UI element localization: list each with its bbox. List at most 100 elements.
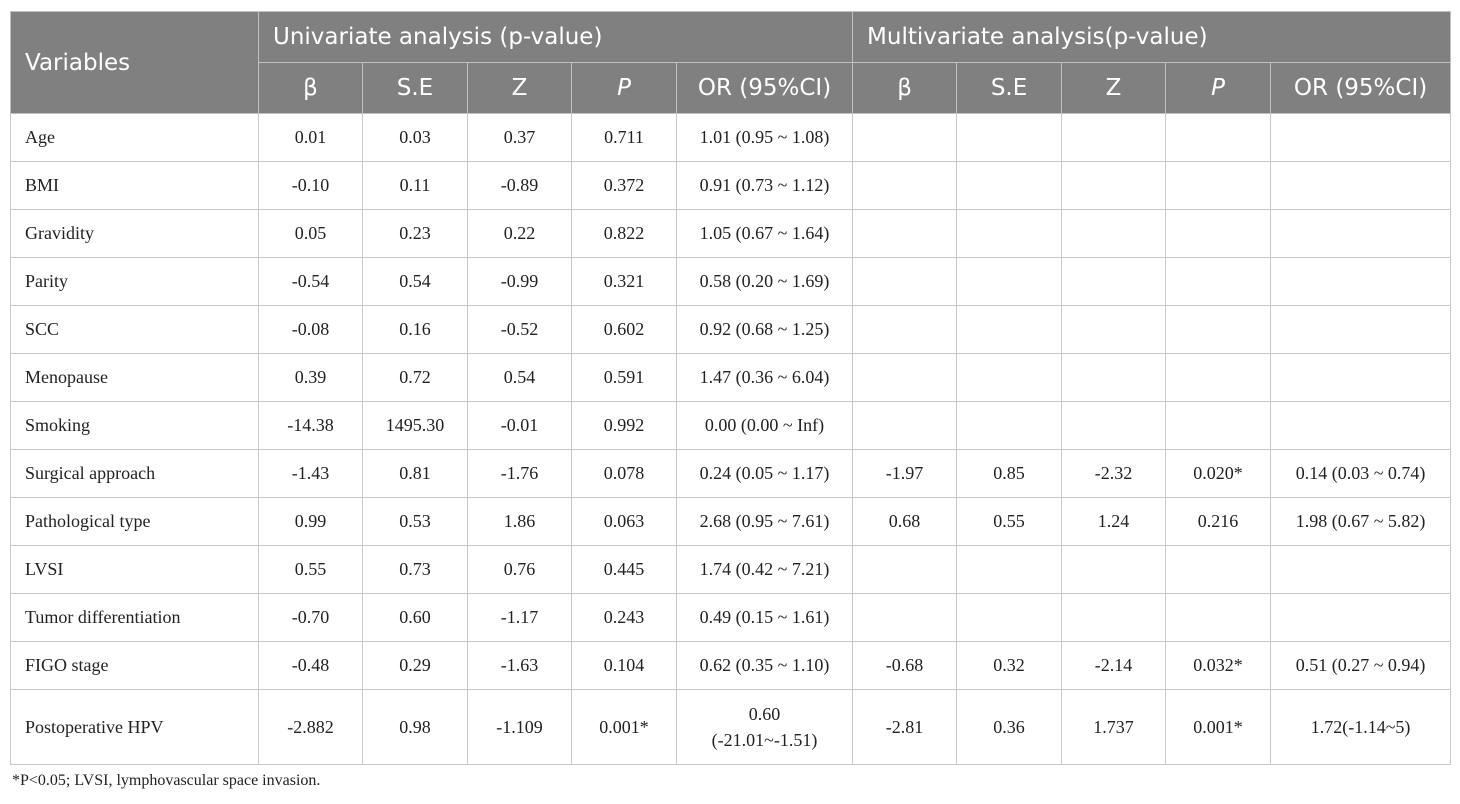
table-body: Age 0.01 0.03 0.37 0.711 1.01 (0.95 ~ 1.08) BM… <box>10 113 1452 765</box>
multivariate-cell: -2.32 <box>1061 449 1167 498</box>
univariate-cell: -0.08 <box>258 305 363 354</box>
variable-name-cell: BMI <box>10 161 259 210</box>
univariate-cell: 0.711 <box>571 113 677 162</box>
univariate-cell: -2.882 <box>258 689 363 765</box>
multivariate-cell: 1.737 <box>1061 689 1167 765</box>
footnote: *P<0.05; LVSI, lymphovascular space inva… <box>12 772 321 789</box>
multivariate-cell: 1.72(-1.14~5) <box>1270 689 1452 765</box>
multivariate-cell <box>1270 257 1452 306</box>
u-or-header: OR (95%CI) <box>675 62 854 114</box>
univariate-cell: 0.53 <box>362 497 468 546</box>
univariate-cell: 1.86 <box>467 497 572 546</box>
univariate-cell: -1.109 <box>467 689 572 765</box>
univariate-cell: 0.98 <box>362 689 468 765</box>
univariate-cell: 0.58 (0.20 ~ 1.69) <box>675 257 854 306</box>
table-row: Parity -0.54 0.54 -0.99 0.321 0.58 (0.20 ~ 1.… <box>10 257 1452 306</box>
multivariate-cell <box>852 257 958 306</box>
table-row: LVSI 0.55 0.73 0.76 0.445 1.74 (0.42 ~ 7.21) <box>10 545 1452 594</box>
u-p-header: P <box>571 62 677 114</box>
table-row: SCC -0.08 0.16 -0.52 0.602 0.92 (0.68 ~ 1.25) <box>10 305 1452 354</box>
univariate-cell: 0.62 (0.35 ~ 1.10) <box>675 641 854 690</box>
table-row: Gravidity 0.05 0.23 0.22 0.822 1.05 (0.67 ~ 1… <box>10 209 1452 258</box>
multivariate-cell <box>956 353 1063 402</box>
variable-name-cell: Tumor differentiation <box>10 593 259 642</box>
univariate-cell: -14.38 <box>258 401 363 450</box>
univariate-cell: -0.52 <box>467 305 572 354</box>
multivariate-cell <box>956 305 1063 354</box>
multivariate-cell <box>956 209 1063 258</box>
multivariate-cell <box>1165 401 1272 450</box>
variable-name-cell: Menopause <box>10 353 259 402</box>
univariate-cell: 0.23 <box>362 209 468 258</box>
multivariate-cell: 0.36 <box>956 689 1063 765</box>
univariate-cell: 0.01 <box>258 113 363 162</box>
univariate-cell: 0.822 <box>571 209 677 258</box>
table-row: Surgical approach -1.43 0.81 -1.76 0.078 0.24… <box>10 449 1452 498</box>
variable-name-cell: FIGO stage <box>10 641 259 690</box>
u-beta-header: β <box>258 62 363 114</box>
table-row: Tumor differentiation -0.70 0.60 -1.17 0.243… <box>10 593 1452 642</box>
m-beta-header: β <box>852 62 958 114</box>
multivariate-cell <box>1270 401 1452 450</box>
univariate-cell: 0.078 <box>571 449 677 498</box>
variable-name-cell: LVSI <box>10 545 259 594</box>
univariate-cell: -0.70 <box>258 593 363 642</box>
multivariate-cell <box>1270 209 1452 258</box>
multivariate-cell <box>852 401 958 450</box>
univariate-cell: -0.89 <box>467 161 572 210</box>
multivariate-cell <box>1061 113 1167 162</box>
univariate-cell: -1.17 <box>467 593 572 642</box>
multivariate-cell: -2.81 <box>852 689 958 765</box>
univariate-cell: -1.76 <box>467 449 572 498</box>
univariate-cell: 1.05 (0.67 ~ 1.64) <box>675 209 854 258</box>
variable-name-cell: Smoking <box>10 401 259 450</box>
multivariate-cell <box>1165 209 1272 258</box>
multivariate-cell <box>1165 593 1272 642</box>
multivariate-cell <box>852 353 958 402</box>
univariate-cell: 1.74 (0.42 ~ 7.21) <box>675 545 854 594</box>
univariate-cell: 0.001* <box>571 689 677 765</box>
u-z-header: Z <box>467 62 572 114</box>
multivariate-cell <box>852 545 958 594</box>
multivariate-cell <box>1270 545 1452 594</box>
univariate-cell: 0.03 <box>362 113 468 162</box>
multivariate-cell <box>852 593 958 642</box>
multivariate-cell: 0.32 <box>956 641 1063 690</box>
multivariate-cell: 0.14 (0.03 ~ 0.74) <box>1270 449 1452 498</box>
multivariate-cell <box>956 257 1063 306</box>
multivariate-cell <box>1270 353 1452 402</box>
univariate-cell: 0.29 <box>362 641 468 690</box>
results-table: Variables Univariate analysis (p-value) … <box>10 11 1452 765</box>
univariate-cell: 0.591 <box>571 353 677 402</box>
univariate-cell: 0.49 (0.15 ~ 1.61) <box>675 593 854 642</box>
multivariate-cell <box>956 593 1063 642</box>
univariate-cell: -0.99 <box>467 257 572 306</box>
multivariate-cell <box>1270 305 1452 354</box>
variable-name-cell: Pathological type <box>10 497 259 546</box>
univariate-cell: 0.54 <box>467 353 572 402</box>
univariate-cell: 0.16 <box>362 305 468 354</box>
univariate-cell: -1.43 <box>258 449 363 498</box>
multivariate-cell <box>1165 545 1272 594</box>
multivariate-cell <box>1165 353 1272 402</box>
multivariate-cell <box>852 305 958 354</box>
univariate-cell: 0.37 <box>467 113 572 162</box>
table-row: FIGO stage -0.48 0.29 -1.63 0.104 0.62 (0.35 … <box>10 641 1452 690</box>
univariate-cell: 0.60 <box>362 593 468 642</box>
variable-name-cell: Gravidity <box>10 209 259 258</box>
variable-name-cell: Postoperative HPV <box>10 689 259 765</box>
univariate-cell: -0.10 <box>258 161 363 210</box>
multivariate-cell <box>1061 401 1167 450</box>
table-row: Menopause 0.39 0.72 0.54 0.591 1.47 (0.36 ~ 6… <box>10 353 1452 402</box>
univariate-cell: 0.00 (0.00 ~ Inf) <box>675 401 854 450</box>
univariate-cell: -0.01 <box>467 401 572 450</box>
univariate-cell: 0.81 <box>362 449 468 498</box>
table-row: Postoperative HPV -2.882 0.98 -1.109 0.001* 0… <box>10 689 1452 765</box>
multivariate-cell: 0.020* <box>1165 449 1272 498</box>
multivariate-cell: -0.68 <box>852 641 958 690</box>
table-row: Smoking -14.38 1495.30 -0.01 0.992 0.00 (0.00… <box>10 401 1452 450</box>
multivariate-cell <box>1061 305 1167 354</box>
multivariate-cell <box>852 209 958 258</box>
multivariate-cell: 0.032* <box>1165 641 1272 690</box>
univariate-cell: -1.63 <box>467 641 572 690</box>
